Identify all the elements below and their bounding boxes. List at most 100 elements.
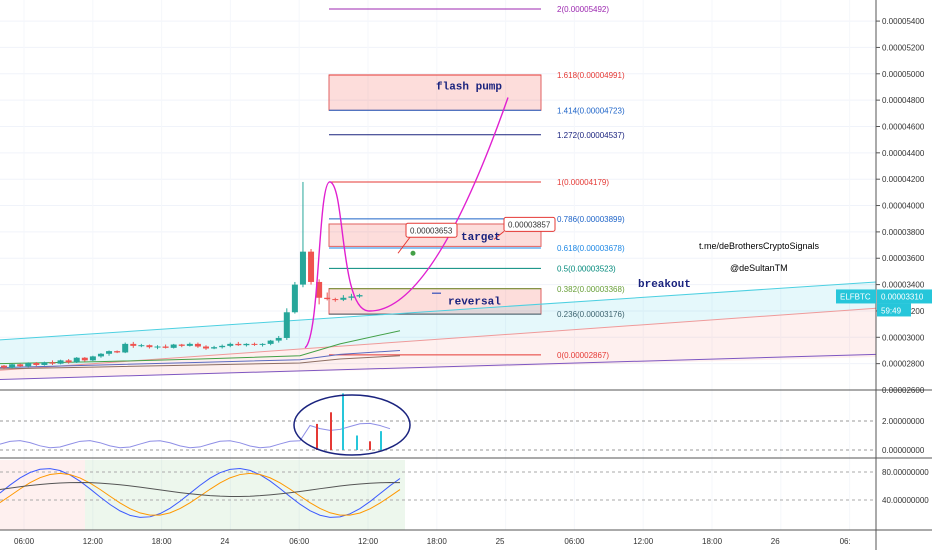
candle[interactable] xyxy=(227,342,234,348)
candle[interactable] xyxy=(114,350,121,354)
ind1-bar xyxy=(356,435,358,450)
candle-body xyxy=(178,344,185,346)
candle-body xyxy=(219,345,226,348)
candle[interactable] xyxy=(178,343,185,348)
time-tick-label: 06:00 xyxy=(14,537,35,546)
price-tick-label: 0.00003400 xyxy=(882,281,925,290)
candle-body xyxy=(122,343,129,353)
candle[interactable] xyxy=(81,357,88,362)
candle[interactable] xyxy=(73,357,80,363)
callout-pointer xyxy=(493,230,505,240)
callout-box xyxy=(503,216,556,232)
channel-layer xyxy=(0,281,877,380)
candle[interactable] xyxy=(308,249,315,285)
ind1-bar xyxy=(369,441,371,450)
candle[interactable] xyxy=(267,339,274,346)
candle-body xyxy=(81,357,88,361)
candle[interactable] xyxy=(259,343,266,347)
candle[interactable] xyxy=(251,342,258,346)
candle-body xyxy=(267,340,274,344)
channel-line-bottom xyxy=(0,353,877,380)
candle[interactable] xyxy=(299,181,306,288)
candle[interactable] xyxy=(65,359,72,364)
ind1-bar xyxy=(380,431,382,450)
time-tick-label: 18:00 xyxy=(427,537,448,546)
indicator-panel-2: 80.00000000 40.00000000 xyxy=(0,460,929,530)
candle-body xyxy=(162,346,169,348)
ind2-line-k xyxy=(0,468,401,518)
candle[interactable] xyxy=(154,345,161,350)
candle-body xyxy=(340,297,347,300)
price-tick-label: 0.00004200 xyxy=(882,175,925,184)
time-tick-label: 12:00 xyxy=(83,537,104,546)
candle[interactable] xyxy=(291,281,298,314)
candle[interactable] xyxy=(211,345,218,350)
candle[interactable] xyxy=(348,293,355,301)
candle[interactable] xyxy=(146,344,153,349)
candle[interactable] xyxy=(219,344,226,349)
candle[interactable] xyxy=(283,308,290,340)
price-tick-label: 0.00003000 xyxy=(882,333,925,342)
candle[interactable] xyxy=(138,343,145,348)
candle-body xyxy=(146,345,153,348)
price-tick-label: 0.00004000 xyxy=(882,202,925,211)
candle-body xyxy=(251,343,258,345)
price-tick-label: 0.00005000 xyxy=(882,70,925,79)
fib-label: 0.236(0.00003176) xyxy=(557,310,625,319)
candle[interactable] xyxy=(1,364,7,369)
candle-body xyxy=(186,343,193,346)
candle-body xyxy=(356,295,363,297)
candle[interactable] xyxy=(340,295,347,302)
price-tick-label: 0.00004800 xyxy=(882,96,925,105)
candle[interactable] xyxy=(122,342,129,354)
candle[interactable] xyxy=(194,342,201,348)
candle[interactable] xyxy=(25,362,32,368)
candle-body xyxy=(25,362,32,367)
candle[interactable] xyxy=(332,297,339,302)
candle[interactable] xyxy=(57,359,64,365)
ind1-bar xyxy=(342,393,344,450)
candle-body xyxy=(308,251,315,282)
candle[interactable] xyxy=(316,279,323,305)
candles-layer xyxy=(1,181,363,369)
candle[interactable] xyxy=(324,292,331,301)
time-tick-label: 18:00 xyxy=(152,537,173,546)
time-tick-label: 06:00 xyxy=(289,537,310,546)
candle[interactable] xyxy=(243,343,250,347)
candle[interactable] xyxy=(203,345,209,350)
candle-body xyxy=(235,343,242,346)
candle[interactable] xyxy=(235,341,242,346)
candle[interactable] xyxy=(17,363,24,367)
ma-blue xyxy=(0,349,401,369)
ind2-band xyxy=(0,460,85,530)
candle[interactable] xyxy=(106,350,113,356)
zone-box xyxy=(328,74,542,111)
candle[interactable] xyxy=(162,344,169,349)
candle-body xyxy=(49,362,56,364)
candle[interactable] xyxy=(186,342,193,347)
price-tick-label: 0.00002600 xyxy=(882,386,925,395)
ind1-bar xyxy=(316,423,318,450)
candle-body xyxy=(316,281,323,298)
time-tick-label: 25 xyxy=(496,537,505,546)
candle[interactable] xyxy=(49,360,56,365)
candle[interactable] xyxy=(130,341,137,348)
candle[interactable] xyxy=(356,293,363,298)
candle-body xyxy=(194,343,201,347)
candle-body xyxy=(211,347,218,349)
fib-label: 0(0.00002867) xyxy=(557,351,609,360)
fib-layer: 2(0.00005492) 1.618(0.00004991) 1.414(0.00… xyxy=(329,5,625,360)
candle-body xyxy=(17,364,24,367)
candle[interactable] xyxy=(89,355,96,362)
candle[interactable] xyxy=(9,363,16,369)
candle[interactable] xyxy=(275,335,282,343)
candle[interactable] xyxy=(33,362,40,367)
candle[interactable] xyxy=(170,343,177,349)
candle[interactable] xyxy=(41,361,48,366)
candle-body xyxy=(33,362,40,365)
ma-brown xyxy=(0,355,401,370)
candle-body xyxy=(57,360,64,364)
drawings-layer: 0.00003857 0.00003653 xyxy=(304,97,556,349)
candle[interactable] xyxy=(97,353,104,358)
